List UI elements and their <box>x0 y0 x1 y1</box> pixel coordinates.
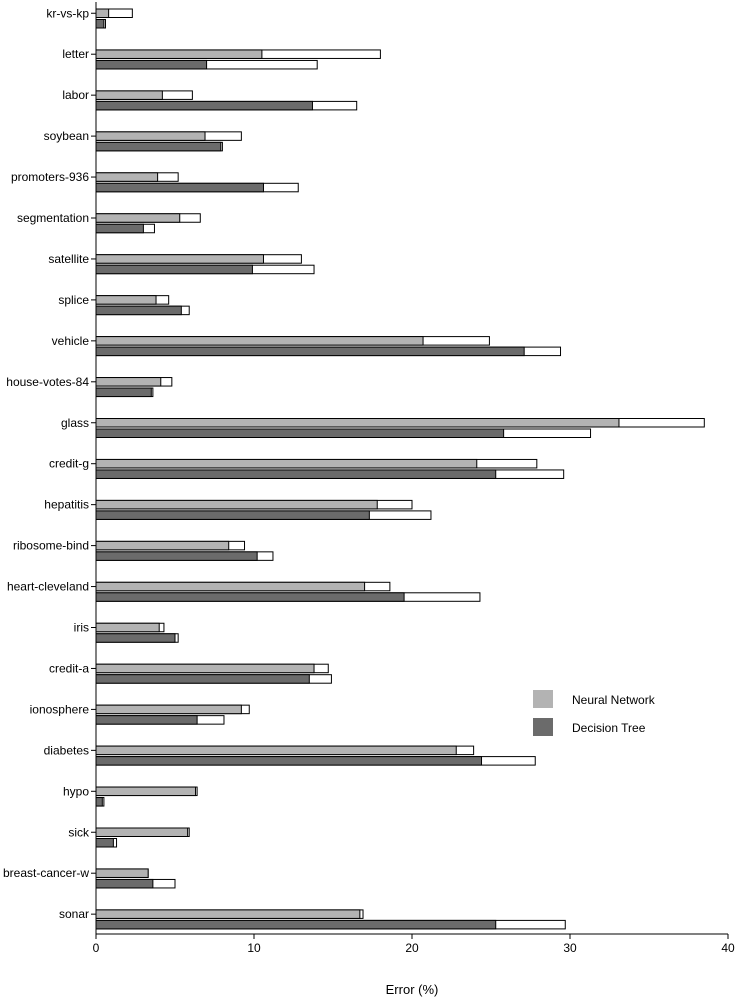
legend-label-neural-network: Neural Network <box>572 693 656 707</box>
bar-decision-tree-20 <box>95 838 114 848</box>
category-label: heart-cleveland <box>7 580 89 594</box>
legend: Neural Network Decision Tree <box>533 690 656 736</box>
bar-decision-tree-3 <box>95 141 222 152</box>
bar-decision-tree-21 <box>95 878 154 889</box>
bar-decision-tree-17 <box>95 715 198 725</box>
bar-neural-network-10 <box>95 418 620 428</box>
legend-swatch-decision-tree <box>533 718 553 736</box>
x-ticks: 0 10 20 30 40 <box>93 934 735 955</box>
bar-neural-network-19 <box>95 786 197 797</box>
legend-label-decision-tree: Decision Tree <box>572 721 646 735</box>
bar-decision-tree-5 <box>95 223 144 234</box>
category-label: house-votes-84 <box>6 375 89 389</box>
bar-neural-network-7 <box>95 295 157 305</box>
bar-decision-tree-8 <box>95 346 525 357</box>
category-label: diabetes <box>44 743 89 757</box>
bar-neural-network-1 <box>95 49 263 59</box>
bar-decision-tree-9 <box>95 387 152 398</box>
x-tick-label: 0 <box>93 941 100 955</box>
bar-decision-tree-19 <box>95 797 103 807</box>
bar-neural-network-14 <box>95 581 366 592</box>
category-label: labor <box>62 88 89 102</box>
category-label: letter <box>62 47 89 61</box>
category-label: splice <box>58 293 89 307</box>
category-label: satellite <box>48 252 89 266</box>
legend-swatch-neural-network <box>533 690 553 708</box>
bar-neural-network-13 <box>95 540 230 551</box>
category-label: segmentation <box>17 211 89 225</box>
bar-decision-tree-12 <box>95 510 370 520</box>
category-label: glass <box>61 416 89 430</box>
bar-neural-network-2 <box>95 90 163 100</box>
bar-neural-network-9 <box>95 377 162 387</box>
bar-neural-network-4 <box>95 172 159 182</box>
bar-decision-tree-11 <box>95 469 497 479</box>
bar-decision-tree-22 <box>95 919 497 930</box>
category-label: promoters-936 <box>11 170 89 184</box>
category-label: credit-g <box>49 457 89 471</box>
bar-decision-tree-1 <box>95 59 208 70</box>
category-label: sick <box>68 825 90 839</box>
category-label: credit-a <box>49 661 89 675</box>
x-tick-label: 30 <box>563 941 577 955</box>
bar-decision-tree-10 <box>95 428 505 438</box>
bar-neural-network-5 <box>95 213 181 223</box>
bar-decision-tree-13 <box>95 551 258 561</box>
bar-decision-tree-6 <box>95 264 253 275</box>
x-tick-label: 20 <box>405 941 419 955</box>
bar-neural-network-11 <box>95 458 478 469</box>
bar-decision-tree-14 <box>95 592 405 602</box>
category-label: kr-vs-kp <box>46 6 89 20</box>
bar-decision-tree-15 <box>95 633 176 643</box>
bars-group <box>95 8 705 930</box>
x-tick-label: 10 <box>247 941 261 955</box>
bar-neural-network-17 <box>95 704 242 715</box>
bar-neural-network-12 <box>95 499 378 510</box>
category-label: hepatitis <box>44 498 89 512</box>
category-label: soybean <box>44 129 89 143</box>
bar-decision-tree-16 <box>95 674 310 684</box>
bar-neural-network-0 <box>95 8 110 18</box>
category-label: sonar <box>59 907 89 921</box>
category-label: iris <box>74 621 89 635</box>
category-labels: kr-vs-kp letter labor soybean promoters-936 s… <box>3 6 96 921</box>
bar-neural-network-15 <box>95 622 160 633</box>
x-axis-title: Error (%) <box>386 982 439 997</box>
bar-decision-tree-18 <box>95 756 483 766</box>
bar-decision-tree-4 <box>95 182 264 193</box>
category-label: ionosphere <box>30 702 90 716</box>
category-label: hypo <box>63 784 89 798</box>
bar-decision-tree-2 <box>95 100 313 111</box>
bar-neural-network-18 <box>95 745 457 756</box>
bar-decision-tree-0 <box>95 19 105 29</box>
x-tick-label: 40 <box>721 941 735 955</box>
bar-neural-network-6 <box>95 254 264 264</box>
category-label: ribosome-bind <box>13 539 89 553</box>
bar-neural-network-21 <box>95 868 149 878</box>
category-label: breast-cancer-w <box>3 866 89 880</box>
bar-neural-network-20 <box>95 827 189 837</box>
bar-neural-network-16 <box>95 663 315 674</box>
bar-neural-network-8 <box>95 336 424 346</box>
bar-neural-network-3 <box>95 131 206 141</box>
bar-decision-tree-7 <box>95 305 182 316</box>
category-label: vehicle <box>52 334 90 348</box>
bar-neural-network-22 <box>95 909 361 919</box>
